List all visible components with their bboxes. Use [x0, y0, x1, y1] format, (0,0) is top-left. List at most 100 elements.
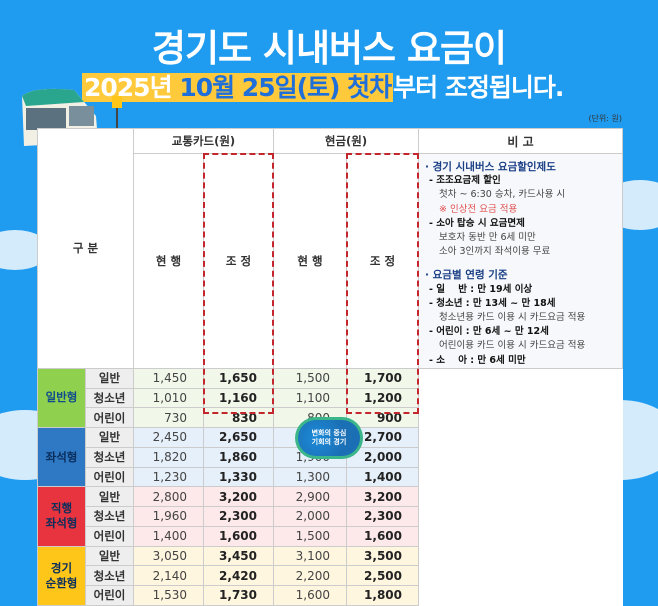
page-title: 경기도 시내버스 요금이	[151, 27, 507, 70]
card-adjusted: 1,650	[203, 367, 274, 389]
remarks-item: - 조조요금제 할인	[429, 175, 501, 187]
page-subtitle: 2025년 10월 25일(토) 첫차부터 조정됩니다.	[82, 68, 564, 104]
card-current: 2,450	[133, 427, 204, 448]
remarks-heading: · 경기 시내버스 요금할인제도	[425, 161, 556, 173]
table-row: 청소년 1,010 1,160 1,100 1,200	[38, 387, 623, 409]
cash-adjusted: 3,200	[346, 486, 419, 508]
card-current: 1,820	[133, 446, 204, 468]
group-label: 좌석형	[37, 427, 86, 488]
card-current: 1,450	[133, 367, 204, 389]
rider-type: 어린이	[85, 466, 134, 488]
cash-adjusted: 900	[346, 407, 419, 429]
group-label: 직행 좌석형	[37, 486, 86, 547]
card-current: 2,140	[133, 565, 204, 587]
remarks-note: ※ 인상전 요금 적용	[439, 203, 518, 215]
remarks-heading: · 요금별 연령 기준	[425, 269, 508, 282]
table-row: 청소년 1,960 2,300 2,000 2,300	[38, 506, 623, 527]
card-current: 730	[133, 407, 204, 429]
cash-adjusted: 2,000	[346, 446, 419, 468]
rider-type: 청소년	[85, 506, 134, 527]
cash-adjusted: 2,500	[346, 565, 419, 587]
table-row: 어린이 1,530 1,730 1,600 1,800	[38, 585, 623, 606]
header-card-adjusted: 조 정	[203, 153, 274, 369]
cash-adjusted: 1,600	[346, 525, 419, 547]
group-label: 경기 순환형	[37, 545, 86, 606]
cash-current: 1,100	[273, 387, 347, 409]
cash-current: 1,600	[273, 585, 347, 606]
cash-current: 1,500	[273, 525, 347, 547]
remarks-text: 어린이용 카드 이용 시 카드요금 적용	[439, 340, 586, 352]
cash-current: 1,300	[273, 466, 347, 488]
card-current: 2,800	[133, 486, 204, 508]
rider-type: 청소년	[85, 446, 134, 468]
gyeonggi-logo: 변화의 중심 기회의 경기	[298, 420, 360, 456]
card-adjusted: 1,860	[203, 446, 274, 468]
header-remarks: 비 고	[418, 128, 623, 154]
rider-type: 일반	[85, 427, 134, 448]
header-card-current: 현 행	[133, 153, 204, 369]
header-cash: 현금(원)	[273, 128, 419, 154]
remarks-item: - 일 반 : 만 19세 이상	[429, 283, 533, 295]
cash-adjusted: 1,400	[346, 466, 419, 488]
header-cash-current: 현 행	[273, 153, 347, 369]
cash-current: 3,100	[273, 545, 347, 567]
fare-table: 구 분 교통카드(원) 현금(원) 비 고 현 행 조 정 현 행 조 정 · …	[37, 128, 623, 606]
card-adjusted: 3,200	[203, 486, 274, 508]
header-card: 교통카드(원)	[133, 128, 274, 154]
card-adjusted: 1,600	[203, 525, 274, 547]
cash-adjusted: 2,700	[346, 427, 419, 448]
table-row: 직행 좌석형 일반 2,800 3,200 2,900 3,200	[37, 486, 623, 547]
card-adjusted: 3,450	[203, 545, 274, 567]
cash-current: 1,500	[273, 367, 347, 389]
subtitle-year: 2025년	[84, 73, 173, 102]
group-label: 일반형	[37, 367, 86, 429]
card-adjusted: 1,160	[203, 387, 274, 409]
remarks-text: 보호자 동반 만 6세 미만	[439, 232, 536, 244]
rider-type: 일반	[85, 367, 134, 389]
card-current: 1,530	[133, 585, 204, 606]
cash-adjusted: 3,500	[346, 545, 419, 567]
remarks-item: - 소 아 : 만 6세 미만	[429, 354, 526, 366]
subtitle-rest: 부터 조정됩니다.	[393, 73, 564, 102]
card-current: 1,010	[133, 387, 204, 409]
remarks-item: - 소아 탑승 시 요금면제	[429, 217, 525, 229]
card-adjusted: 2,420	[203, 565, 274, 587]
card-current: 1,960	[133, 506, 204, 527]
table-row: 청소년 2,140 2,420 2,200 2,500	[38, 565, 623, 587]
rider-type: 일반	[85, 486, 134, 508]
remarks-item: - 청소년 : 만 13세 ~ 만 18세	[429, 297, 556, 309]
card-current: 3,050	[133, 545, 204, 567]
card-adjusted: 2,300	[203, 506, 274, 527]
table-row: 일반형 일반 1,450 1,650 1,500 1,700	[37, 367, 623, 429]
card-current: 1,230	[133, 466, 204, 488]
remarks-text: 첫차 ~ 6:30 승차, 카드사용 시	[439, 189, 566, 201]
bus-stop-icon	[112, 96, 122, 140]
rider-type: 어린이	[85, 407, 134, 429]
rider-type: 청소년	[85, 565, 134, 587]
header-category: 구 분	[37, 128, 134, 369]
cash-adjusted: 1,700	[346, 367, 419, 389]
rider-type: 청소년	[85, 387, 134, 409]
subtitle-date: 10월 25일(토) 첫차	[179, 73, 392, 102]
table-row: 어린이 1,400 1,600 1,500 1,600	[38, 525, 623, 547]
header-cash-adjusted: 조 정	[346, 153, 419, 369]
card-adjusted: 830	[203, 407, 274, 429]
cash-current: 2,200	[273, 565, 347, 587]
cash-adjusted: 1,800	[346, 585, 419, 606]
card-adjusted: 1,330	[203, 466, 274, 488]
card-adjusted: 2,650	[203, 427, 274, 448]
cash-current: 2,900	[273, 486, 347, 508]
card-adjusted: 1,730	[203, 585, 274, 606]
unit-label: (단위: 원)	[588, 114, 622, 123]
remarks-text: 소아 3인까지 좌석이용 무료	[439, 246, 551, 258]
cash-current: 2,000	[273, 506, 347, 527]
card-current: 1,400	[133, 525, 204, 547]
table-row: 어린이 1,230 1,330 1,300 1,400	[38, 466, 623, 488]
remarks-item: - 어린이 : 만 6세 ~ 만 12세	[429, 326, 549, 338]
cash-adjusted: 2,300	[346, 506, 419, 527]
rider-type: 일반	[85, 545, 134, 567]
remarks-text: 청소년용 카드 이용 시 카드요금 적용	[439, 312, 586, 324]
cash-adjusted: 1,200	[346, 387, 419, 409]
remarks-panel: · 경기 시내버스 요금할인제도 - 조조요금제 할인 첫차 ~ 6:30 승차…	[418, 153, 623, 369]
rider-type: 어린이	[85, 585, 134, 606]
